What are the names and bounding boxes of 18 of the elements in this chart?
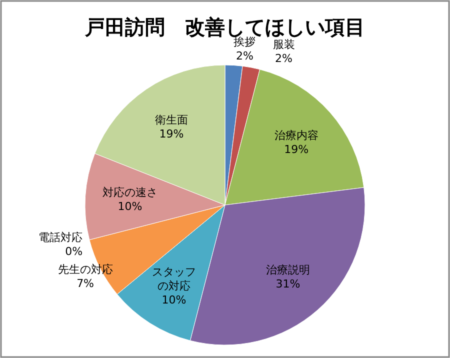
slice-label: 衛生面 (154, 113, 188, 126)
data-label: 7% (76, 277, 94, 290)
data-label: 2% (275, 52, 292, 65)
data-label: 10% (118, 200, 142, 214)
data-label: 31% (276, 277, 300, 290)
text: 0% (65, 244, 83, 258)
slice-label: 挨拶 (234, 36, 256, 49)
data-label: 19% (159, 127, 184, 140)
slice-label: 対応の速さ (102, 186, 158, 200)
slice-label: スタッフの対応 (152, 265, 196, 292)
slice-label: 服装 (272, 38, 295, 51)
slice-label: 治療内容 (274, 129, 318, 142)
slice-label: 治療説明 (266, 263, 310, 276)
data-label: 2% (236, 50, 254, 63)
data-label: 19% (284, 143, 309, 156)
slice-label: 先生の対応 (58, 263, 113, 276)
data-label: 10% (162, 293, 186, 306)
category-label: 電話対応 (38, 230, 83, 244)
